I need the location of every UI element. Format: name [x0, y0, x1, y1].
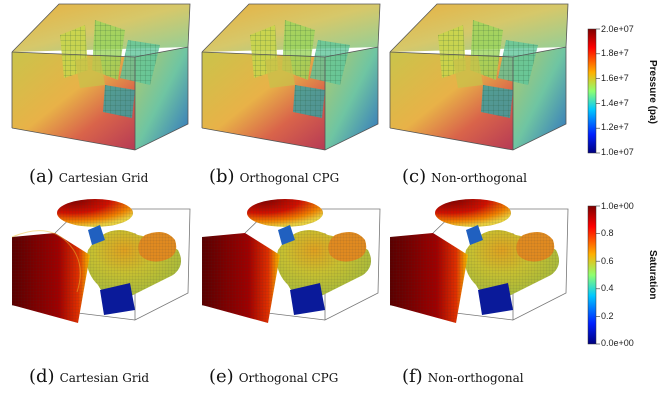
- pressure-tick-2: 1.6e+7: [601, 73, 629, 83]
- caption-a-letter: (a): [29, 166, 54, 187]
- caption-e-letter: (e): [209, 366, 234, 387]
- saturation-tick-2: 0.6: [601, 256, 614, 266]
- caption-b-name: Orthogonal CPG: [239, 171, 340, 185]
- caption-c-letter: (c): [402, 166, 427, 187]
- pressure-tick-4: 1.2e+7: [601, 122, 629, 132]
- pressure-tick-5: 1.0e+07: [601, 147, 634, 157]
- caption-d: (d) Cartesian Grid: [29, 366, 149, 387]
- pressure-colorbar: [587, 28, 597, 154]
- caption-f-letter: (f): [402, 366, 423, 387]
- pressure-volume-c: [389, 3, 569, 151]
- saturation-volume-e: [201, 199, 381, 323]
- caption-f: (f) Non-orthogonal: [402, 366, 524, 387]
- caption-e-name: Orthogonal CPG: [238, 371, 339, 385]
- pressure-volume-a: [11, 3, 191, 151]
- caption-f-name: Non-orthogonal: [427, 371, 524, 385]
- pressure-tick-1: 1.8e+7: [601, 48, 629, 58]
- pressure-colorbar-title: Pressure (pa): [647, 60, 658, 124]
- caption-b-letter: (b): [209, 166, 235, 187]
- caption-e: (e) Orthogonal CPG: [209, 366, 338, 387]
- saturation-tick-4: 0.2: [601, 311, 614, 321]
- caption-a: (a) Cartesian Grid: [29, 166, 148, 187]
- saturation-tick-0: 1.0e+00: [601, 201, 634, 211]
- saturation-row: [11, 199, 600, 345]
- saturation-tick-3: 0.4: [601, 283, 614, 293]
- pressure-cube-a: [11, 3, 600, 154]
- caption-c: (c) Non-orthogonal: [402, 166, 527, 187]
- saturation-colorbar: [587, 205, 597, 345]
- pressure-volume-b: [201, 3, 381, 151]
- pressure-tick-0: 2.0e+07: [601, 24, 634, 34]
- saturation-volume-d: [11, 199, 191, 323]
- saturation-tick-1: 0.8: [601, 228, 614, 238]
- caption-c-name: Non-orthogonal: [431, 171, 528, 185]
- saturation-colorbar-title: Saturation: [647, 250, 658, 300]
- saturation-volume-f: [389, 199, 569, 323]
- caption-d-letter: (d): [29, 366, 55, 387]
- saturation-tick-5: 0.0e+00: [601, 338, 634, 348]
- caption-d-name: Cartesian Grid: [59, 371, 150, 385]
- caption-a-name: Cartesian Grid: [58, 171, 149, 185]
- caption-b: (b) Orthogonal CPG: [209, 166, 339, 187]
- pressure-tick-3: 1.4e+7: [601, 98, 629, 108]
